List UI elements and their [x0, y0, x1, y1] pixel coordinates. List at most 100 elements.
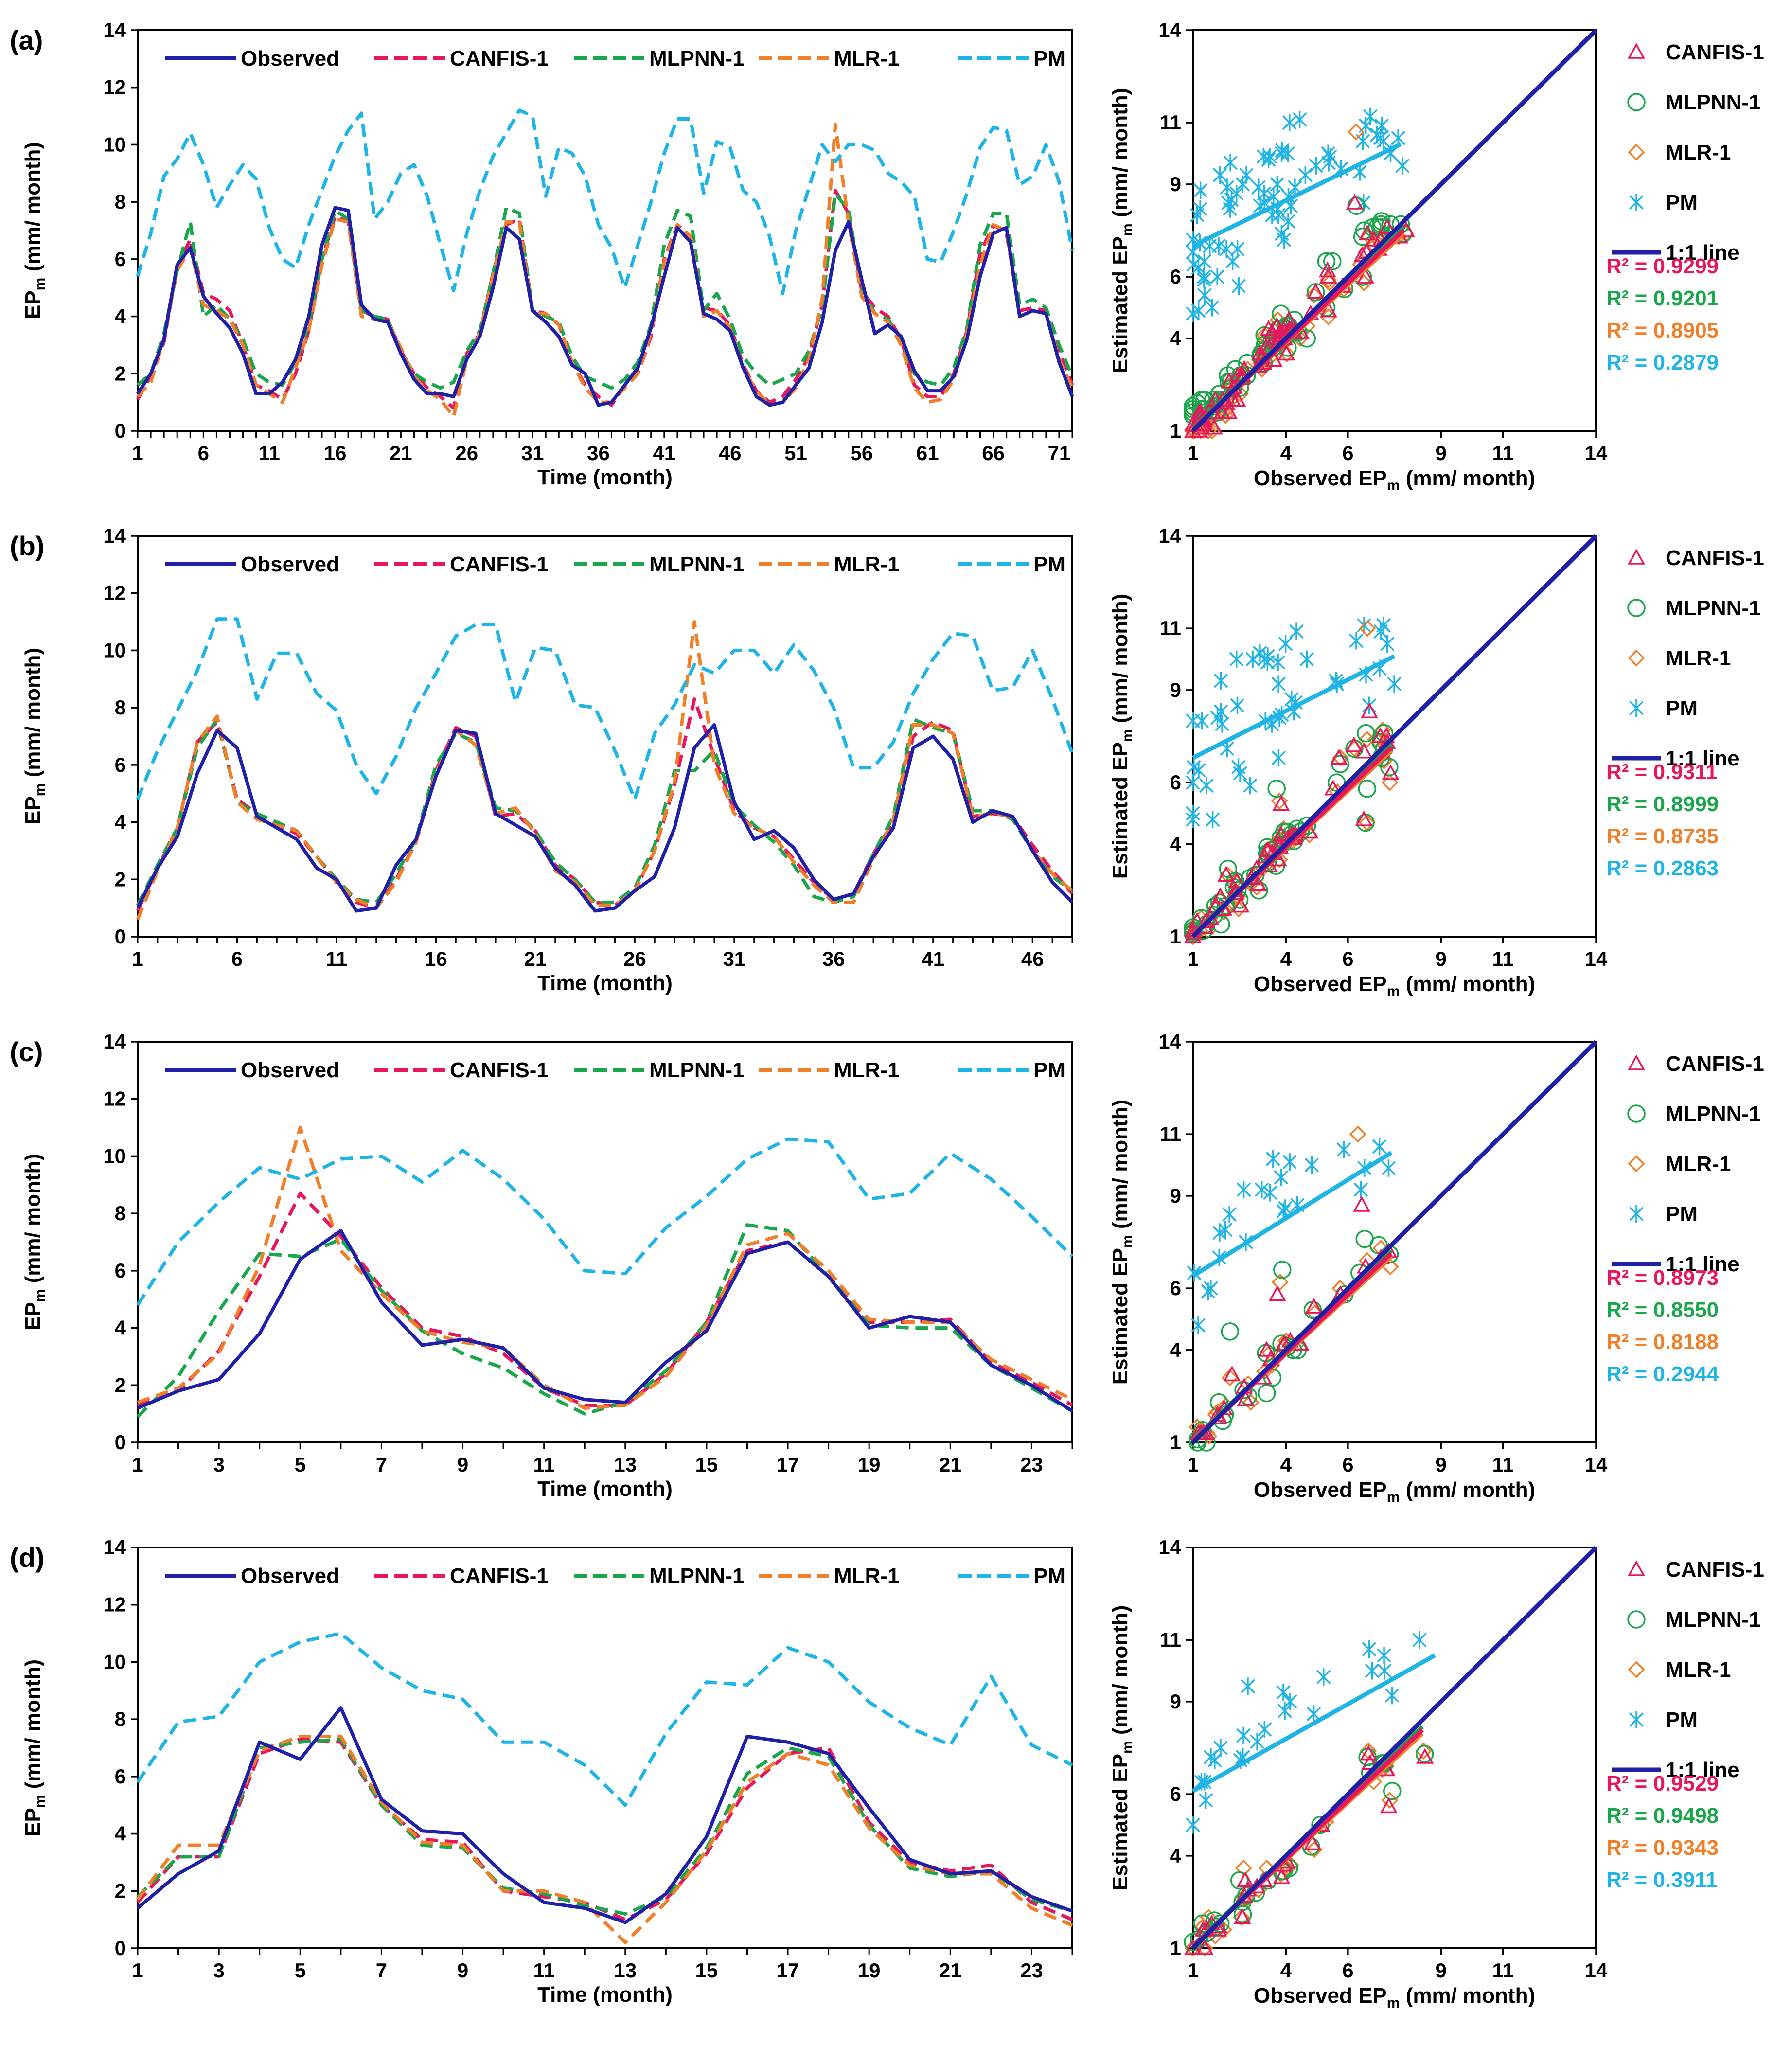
x-tick-label: 17 [777, 1959, 799, 1982]
scatter-point-pm [1194, 712, 1209, 730]
y-tick-label: 14 [103, 524, 126, 547]
y-tick-label: 11 [1160, 1122, 1181, 1145]
y-tick-label: 0 [115, 925, 126, 948]
scatter-point-pm [1282, 114, 1297, 132]
r2-label-pm: R² = 0.2863 [1606, 856, 1719, 880]
scatter-point-mlr-1 [1381, 1792, 1399, 1809]
legend-label-1-1-line: 1:1 line [1666, 747, 1739, 770]
x-tick-label: 6 [231, 947, 243, 970]
series-line-pm [136, 1137, 1074, 1306]
x-tick-label: 66 [982, 442, 1005, 464]
series-line-canfis-1 [136, 189, 1074, 410]
scatter-point-canfis-1 [1217, 866, 1235, 882]
scatter-point-pm [1191, 259, 1206, 277]
scatter-point-pm [1412, 1631, 1427, 1649]
x-tick-label: 3 [213, 1959, 224, 1982]
x-tick-label: 5 [295, 1959, 306, 1982]
scatter-point-pm [1384, 1687, 1400, 1705]
legend-label-1-1-line: 1:1 line [1666, 1758, 1739, 1782]
x-tick-label: 16 [425, 947, 447, 970]
scatter-point-pm [1191, 302, 1206, 320]
legend-label-canfis-1: CANFIS-1 [1666, 1052, 1764, 1076]
r2-label-canfis-1: R² = 0.8973 [1606, 1266, 1719, 1290]
scatter-point-canfis-1 [1188, 912, 1206, 928]
scatter-point-pm [1377, 1662, 1392, 1680]
legend-label-observed: Observed [241, 47, 339, 71]
series-line-mlpnn-1 [136, 717, 1074, 906]
scatter-point-mlr-1 [1221, 1369, 1239, 1387]
scatter-point-pm [1186, 243, 1200, 261]
trend-line-pm [1191, 1151, 1393, 1278]
legend-label-mlr-1: MLR-1 [1666, 646, 1731, 670]
plot-frame [137, 1041, 1073, 1443]
x-tick-label: 11 [1492, 947, 1513, 970]
scatter-point-pm [1186, 804, 1200, 822]
x-tick-label: 14 [1585, 1453, 1608, 1476]
scatter-point-canfis-1 [1371, 727, 1389, 743]
legend-label-observed: Observed [241, 1058, 339, 1082]
scatter-point-pm [1242, 777, 1258, 795]
series-line-observed [137, 1229, 1073, 1413]
scatter-point-pm [1245, 650, 1260, 668]
r2-label-canfis-1: R² = 0.9311 [1606, 760, 1718, 784]
scatter-point-mlpnn-1 [1221, 1322, 1240, 1341]
x-tick-label: 4 [1280, 1959, 1292, 1982]
sc-x-axis-label: Observed EPm (mm/ month) [1254, 1478, 1535, 1505]
scatter-point-pm [1207, 1751, 1222, 1769]
scatter-point-pm [1213, 703, 1228, 721]
y-tick-label: 12 [103, 1087, 126, 1110]
scatter-point-canfis-1 [1258, 1341, 1276, 1357]
x-tick-label: 36 [587, 442, 610, 464]
y-tick-label: 11 [1160, 111, 1181, 134]
x-tick-label: 11 [326, 947, 347, 970]
legend-label-pm: PM [1033, 1058, 1065, 1082]
sc-y-axis-label: Estimated EPm (mm/ month) [1108, 88, 1136, 373]
scatter-points-canfis-1 [1184, 1745, 1434, 1955]
y-tick-label: 14 [103, 18, 126, 41]
one-to-one-line [1191, 534, 1598, 939]
x-tick-label: 26 [455, 442, 478, 464]
scatter-point-canfis-1 [1237, 1390, 1255, 1406]
one-to-one-line [1191, 1040, 1598, 1444]
x-tick-label: 14 [1585, 442, 1608, 464]
scatter-point-canfis-1 [1318, 261, 1336, 278]
y-tick-label: 0 [115, 1937, 126, 1959]
scatter-point-canfis-1 [1260, 320, 1277, 336]
plot-frame [137, 1547, 1073, 1949]
scatter-point-pm [1309, 157, 1323, 175]
x-tick-label: 41 [922, 947, 944, 970]
y-tick-label: 14 [103, 1030, 126, 1053]
y-tick-label: 9 [1170, 1690, 1181, 1713]
scatter-point-canfis-1 [1272, 795, 1290, 811]
scatter-point-pm [1211, 237, 1226, 255]
legend-label-canfis-1: CANFIS-1 [1666, 546, 1764, 570]
legend-label-pm: PM [1033, 47, 1065, 71]
y-tick-label: 6 [1170, 1782, 1181, 1805]
legend-label-mlr-1: MLR-1 [1666, 1152, 1731, 1176]
scatter-point-pm [1289, 622, 1304, 640]
series-line-mlr-1 [137, 1126, 1073, 1410]
legend-label-canfis-1: CANFIS-1 [450, 1058, 549, 1082]
scatter-point-pm [1230, 696, 1245, 714]
scatter-point-pm [1201, 1282, 1216, 1300]
y-tick-label: 14 [1158, 524, 1181, 547]
legend-marker-canfis-1 [1628, 1054, 1645, 1070]
scatter-points-mlr-1 [1189, 1125, 1399, 1445]
y-tick-label: 2 [115, 868, 126, 890]
x-tick-label: 11 [1492, 442, 1513, 464]
r2-label-mlpnn-1: R² = 0.9201 [1606, 286, 1719, 310]
x-tick-label: 6 [1342, 1453, 1353, 1476]
scatter-point-canfis-1 [1277, 344, 1295, 361]
scatter-point-canfis-1 [1303, 1834, 1321, 1850]
scatter-point-canfis-1 [1233, 1908, 1251, 1924]
scatter-point-pm [1373, 622, 1388, 640]
scatter-point-mlpnn-1 [1323, 252, 1342, 271]
series-line-mlr-1 [136, 620, 1074, 921]
y-tick-label: 6 [115, 1765, 126, 1788]
legend-label-mlpnn-1: MLPNN-1 [649, 1564, 745, 1588]
legend-marker-mlr-1 [1628, 1661, 1645, 1678]
